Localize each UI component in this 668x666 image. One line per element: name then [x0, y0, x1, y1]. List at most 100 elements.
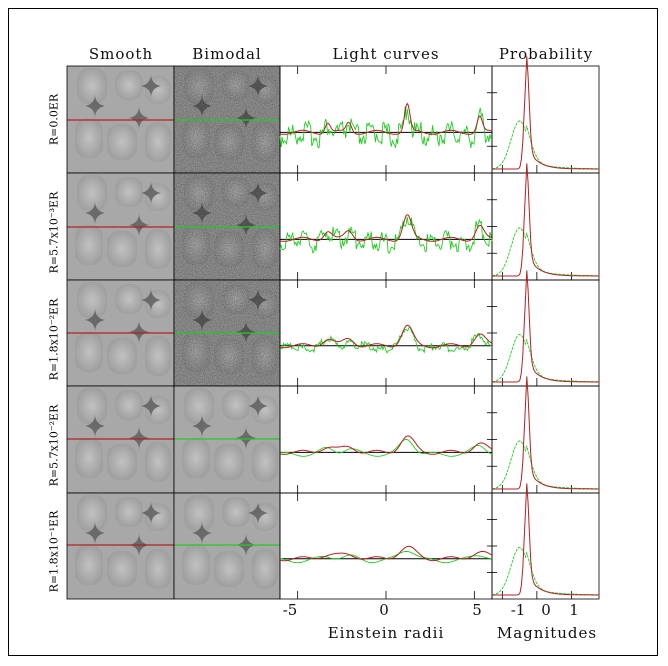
prob-series-smooth-3 [492, 376, 599, 490]
prob-xlabel: Magnitudes [496, 624, 598, 642]
smooth-map-2-cell-5 [145, 336, 171, 376]
bimodal-map-3-cell-5 [252, 442, 278, 482]
smooth-map-4-caustic-2 [141, 501, 161, 525]
smooth-map-3-caustic-0 [85, 414, 105, 438]
row-label-3: R=5.7x10⁻²ER [47, 404, 61, 487]
smooth-map-2-cell-0 [77, 282, 107, 318]
lc-series-smooth-1 [279, 214, 493, 242]
row-0 [279, 56, 600, 174]
header-bimodal: Bimodal [192, 45, 262, 63]
smooth-map-2-caustic-1 [129, 320, 149, 344]
lc-xlabel: Einstein radii [327, 624, 445, 642]
bimodal-map-3-cell-4 [214, 444, 244, 480]
lc-tick-label-2: 5 [472, 601, 482, 619]
smooth-map-4-cell-4 [107, 551, 137, 587]
bimodal-map-3-caustic-0 [192, 414, 212, 438]
lc-series-smooth-3 [279, 435, 493, 455]
lc-series-bimodal-4 [279, 550, 493, 564]
row-label-4: R=1.8x10⁻¹ER [47, 510, 61, 593]
row-label-0: R=0.0ER [47, 93, 61, 146]
smooth-map-1-caustic-1 [129, 213, 149, 237]
prob-panel-2 [491, 279, 600, 387]
smooth-map-1-caustic-0 [85, 201, 105, 225]
smooth-map-2-cell-1 [115, 284, 143, 314]
smooth-map-4 [66, 492, 175, 600]
bimodal-map-2 [173, 279, 281, 387]
prob-panel-3 [491, 385, 600, 494]
smooth-map-4-cell-0 [77, 495, 107, 531]
header-probability: Probability [498, 45, 594, 63]
smooth-map-3 [66, 385, 175, 494]
smooth-map-1-cell-4 [107, 231, 137, 267]
smooth-map-1-cell-3 [75, 225, 103, 265]
smooth-map-1-cell-5 [145, 229, 171, 269]
smooth-map-0-cell-5 [145, 122, 171, 162]
smooth-map-0-cell-3 [75, 118, 103, 158]
bimodal-map-4-cell-5 [252, 549, 278, 589]
bimodal-map-4-caustic-2 [248, 501, 268, 525]
bimodal-map-4-cell-4 [214, 551, 244, 587]
prob-series-bimodal-3 [491, 440, 599, 490]
lc-tick-label-0: -5 [282, 601, 298, 619]
bimodal-map-4-cell-1 [222, 497, 250, 527]
bimodal-map-4-caustic-0 [192, 521, 212, 545]
smooth-map-0-caustic-1 [129, 106, 149, 130]
smooth-map-1-cell-1 [115, 177, 143, 207]
bimodal-map-3-cell-1 [222, 390, 250, 420]
lc-tick-label-1: 0 [379, 601, 389, 619]
lc-series-smooth-2 [279, 324, 493, 349]
smooth-map-3-cell-5 [145, 442, 171, 482]
lc-series-bimodal-0 [279, 106, 493, 149]
bimodal-map-3-caustic-1 [236, 426, 256, 450]
smooth-map-1-cell-0 [77, 175, 107, 211]
prob-panel-4 [491, 492, 600, 600]
prob-tick-label-2: 1 [569, 601, 579, 619]
header-smooth: Smooth [88, 45, 154, 63]
bimodal-map-3-cell-3 [182, 438, 210, 478]
smooth-map-3-caustic-1 [129, 426, 149, 450]
smooth-map-0-cell-1 [115, 70, 143, 100]
smooth-map-4-cell-3 [75, 545, 103, 585]
plot-panels [279, 56, 600, 600]
prob-series-bimodal-4 [491, 546, 599, 596]
bimodal-map-1 [173, 172, 281, 281]
row-2 [279, 270, 600, 387]
prob-series-smooth-1 [492, 163, 599, 277]
row-1 [279, 163, 600, 281]
lc-series-bimodal-2 [279, 325, 493, 354]
row-label-1: R=5.7x10⁻³ER [47, 191, 61, 274]
prob-series-bimodal-0 [491, 120, 599, 170]
magnification-maps [66, 65, 281, 600]
bimodal-map-4-cell-3 [182, 545, 210, 585]
prob-series-bimodal-1 [491, 227, 599, 277]
lc-panel-0 [279, 65, 493, 174]
prob-tick-label-1: 0 [541, 601, 551, 619]
smooth-map-3-cell-0 [77, 388, 107, 424]
bimodal-map-4-cell-0 [184, 495, 214, 531]
smooth-map-3-caustic-2 [141, 394, 161, 418]
smooth-map-3-cell-4 [107, 444, 137, 480]
bimodal-map-3 [173, 385, 281, 494]
lc-series-bimodal-1 [279, 216, 493, 254]
lc-series-bimodal-3 [279, 438, 493, 457]
prob-panel-0 [491, 65, 600, 174]
bimodal-map-3-cell-0 [184, 388, 214, 424]
smooth-map-4-cell-5 [145, 549, 171, 589]
prob-series-smooth-4 [492, 483, 599, 596]
prob-series-smooth-0 [492, 56, 599, 170]
smooth-map-3-cell-1 [115, 390, 143, 420]
prob-series-smooth-2 [492, 270, 599, 383]
smooth-map-4-cell-1 [115, 497, 143, 527]
row-3 [279, 376, 600, 494]
prob-series-bimodal-2 [491, 333, 599, 383]
smooth-map-2-cell-4 [107, 338, 137, 374]
lc-panel-3 [279, 385, 493, 494]
lc-panel-4 [279, 492, 493, 600]
smooth-map-0-caustic-0 [85, 94, 105, 118]
smooth-map-0 [66, 65, 175, 174]
smooth-map-4-caustic-0 [85, 521, 105, 545]
smooth-map-0-cell-0 [77, 68, 107, 104]
prob-tick-label-0: -1 [510, 601, 526, 619]
smooth-map-2 [66, 279, 175, 387]
